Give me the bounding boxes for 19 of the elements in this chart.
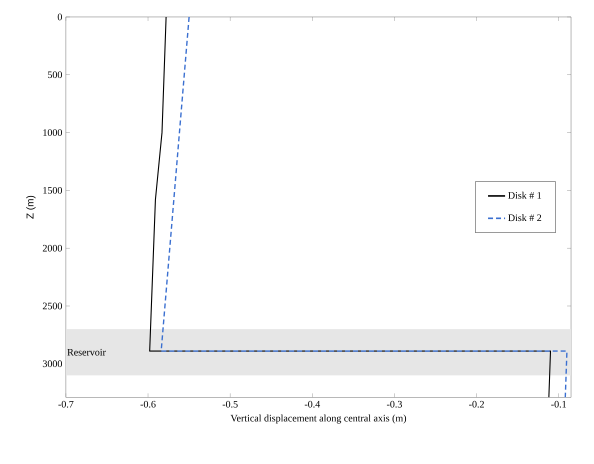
x-tick-label: -0.5 — [222, 400, 238, 408]
x-axis-title: Vertical displacement along central axis (m) — [230, 414, 406, 424]
x-tick-label: -0.2 — [469, 400, 484, 408]
y-tick-label: 500 — [48, 71, 62, 78]
y-tick-label: 1500 — [43, 186, 62, 194]
y-axis-title: Z (m) — [26, 196, 36, 219]
y-tick-label: 1000 — [43, 129, 62, 136]
x-tick-label: -0.1 — [551, 400, 566, 408]
y-tick-label: 0 — [58, 14, 62, 20]
y-tick-label: 2500 — [42, 302, 62, 310]
x-tick-label: -0.4 — [304, 400, 320, 408]
x-tick-label: -0.3 — [386, 400, 402, 408]
x-tick-label: -0.6 — [140, 400, 156, 408]
x-tick-label: -0.7 — [58, 400, 74, 408]
legend-label: Disk # 2 — [508, 214, 542, 222]
y-tick-label: 3000 — [42, 360, 62, 368]
band-label: Reservoir — [67, 348, 106, 356]
legend-label: Disk # 1 — [508, 192, 542, 199]
y-tick-label: 2000 — [42, 244, 62, 252]
